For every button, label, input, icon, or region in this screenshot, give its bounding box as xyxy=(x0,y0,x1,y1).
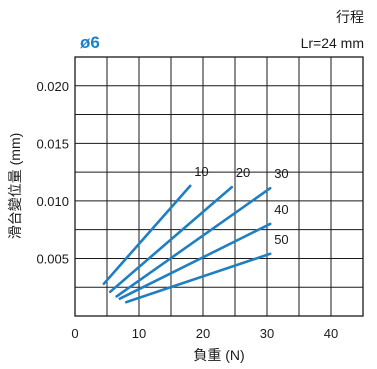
x-tick-label: 40 xyxy=(324,326,338,341)
series-line-40 xyxy=(118,222,272,300)
x-axis-title: 負重 (N) xyxy=(193,347,244,363)
series-line-10 xyxy=(102,184,192,286)
plot-frame xyxy=(74,56,364,317)
y-axis-title: 滑台變位量 (mm) xyxy=(7,133,23,240)
chart-title: ø6 xyxy=(80,33,100,52)
series-labels: 10 20 30 40 50 xyxy=(194,164,288,247)
series-line-50 xyxy=(124,252,272,304)
y-tick-label: 0.015 xyxy=(36,136,69,151)
series-label-30: 30 xyxy=(274,166,288,181)
series-label-10: 10 xyxy=(194,164,208,179)
x-tick-label: 0 xyxy=(71,326,78,341)
series-line-20 xyxy=(108,185,234,294)
x-tick-label: 30 xyxy=(260,326,274,341)
y-tick-label: 0.020 xyxy=(36,79,69,94)
series-lines xyxy=(102,184,272,304)
stroke-label: 行程 xyxy=(336,9,364,25)
series-label-20: 20 xyxy=(236,165,250,180)
x-tick-label: 20 xyxy=(196,326,210,341)
y-tick-label: 0.010 xyxy=(36,194,69,209)
y-tick-label: 0.005 xyxy=(36,251,69,266)
stroke-length: Lr=24 mm xyxy=(301,35,364,51)
tick-labels: 0 10 20 30 40 0.005 0.010 0.015 0.020 xyxy=(36,79,338,341)
series-label-50: 50 xyxy=(274,232,288,247)
series-label-40: 40 xyxy=(274,202,288,217)
series-line-30 xyxy=(115,186,272,298)
grid-lines xyxy=(75,57,363,316)
x-tick-label: 10 xyxy=(132,326,146,341)
